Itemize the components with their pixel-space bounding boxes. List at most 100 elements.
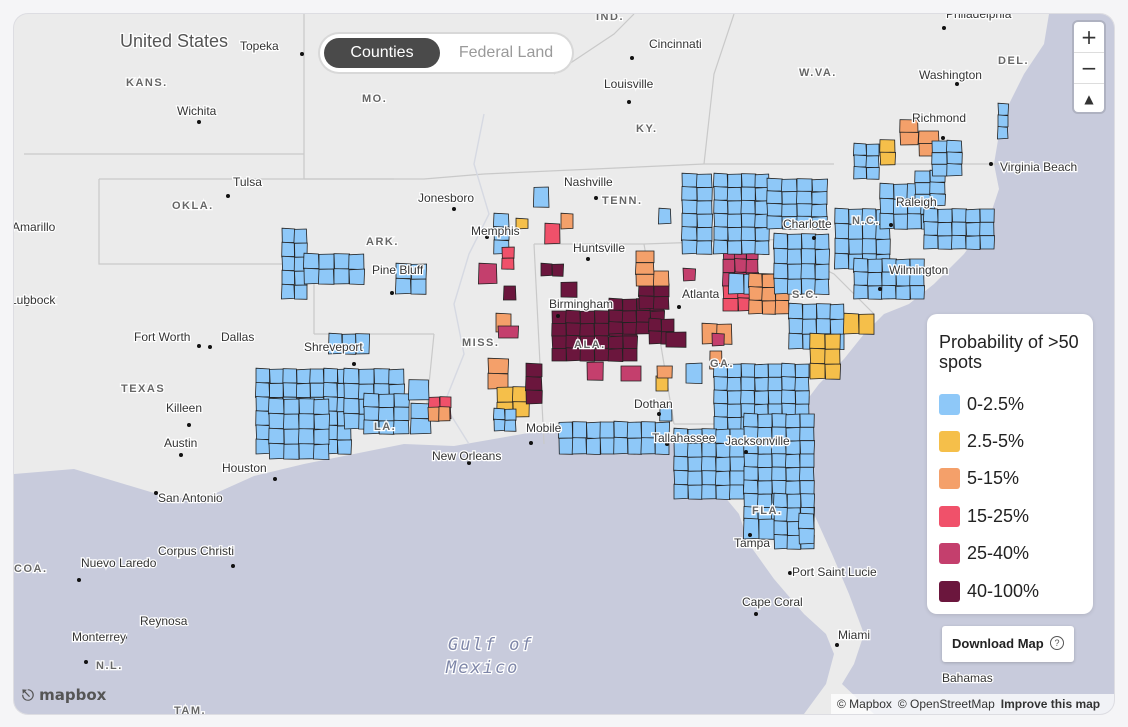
county[interactable] xyxy=(895,285,911,301)
county[interactable] xyxy=(620,365,642,382)
county[interactable] xyxy=(571,437,587,455)
county[interactable] xyxy=(294,284,308,300)
county[interactable] xyxy=(946,163,963,177)
county[interactable] xyxy=(780,362,796,378)
county[interactable] xyxy=(551,323,567,337)
county[interactable] xyxy=(787,302,804,320)
county[interactable] xyxy=(362,392,380,408)
county[interactable] xyxy=(767,376,783,392)
county[interactable] xyxy=(824,348,841,365)
county[interactable] xyxy=(795,190,813,205)
county[interactable] xyxy=(936,221,953,237)
county[interactable] xyxy=(296,382,311,399)
county[interactable] xyxy=(647,317,662,332)
county[interactable] xyxy=(766,202,784,217)
county[interactable] xyxy=(743,452,760,468)
county[interactable] xyxy=(661,318,675,333)
county[interactable] xyxy=(771,426,787,442)
county[interactable] xyxy=(741,213,756,228)
county[interactable] xyxy=(781,191,798,205)
county[interactable] xyxy=(551,348,567,362)
county[interactable] xyxy=(853,166,867,180)
county[interactable] xyxy=(502,285,517,301)
county[interactable] xyxy=(696,186,713,202)
county[interactable] xyxy=(814,248,831,266)
county[interactable] xyxy=(713,389,728,405)
county[interactable] xyxy=(931,140,948,154)
county[interactable] xyxy=(373,368,391,385)
county[interactable] xyxy=(796,203,813,217)
county[interactable] xyxy=(635,321,651,335)
county[interactable] xyxy=(377,406,395,422)
county[interactable] xyxy=(848,238,864,255)
layer-toggle[interactable]: Counties Federal Land xyxy=(320,34,572,72)
county[interactable] xyxy=(745,258,759,274)
county[interactable] xyxy=(681,199,699,215)
county[interactable] xyxy=(879,197,895,215)
county[interactable] xyxy=(786,493,802,509)
county[interactable] xyxy=(551,335,568,349)
county[interactable] xyxy=(696,200,713,215)
county[interactable] xyxy=(743,466,759,482)
county[interactable] xyxy=(726,403,742,419)
county[interactable] xyxy=(794,376,810,392)
county[interactable] xyxy=(781,203,798,218)
county[interactable] xyxy=(333,268,350,285)
county[interactable] xyxy=(729,456,746,472)
county[interactable] xyxy=(866,143,880,157)
county[interactable] xyxy=(652,296,670,310)
county[interactable] xyxy=(504,408,517,421)
county[interactable] xyxy=(409,417,432,435)
county[interactable] xyxy=(410,278,427,295)
county[interactable] xyxy=(565,309,581,324)
county[interactable] xyxy=(773,262,789,280)
county[interactable] xyxy=(740,226,756,242)
county[interactable] xyxy=(879,151,897,166)
county[interactable] xyxy=(594,310,610,324)
county[interactable] xyxy=(722,298,739,312)
county[interactable] xyxy=(298,443,315,460)
county[interactable] xyxy=(313,398,330,416)
county[interactable] xyxy=(834,207,850,225)
county[interactable] xyxy=(799,440,816,455)
county[interactable] xyxy=(255,410,270,427)
county[interactable] xyxy=(784,453,801,469)
county[interactable] xyxy=(341,333,357,355)
county[interactable] xyxy=(701,442,717,458)
county[interactable] xyxy=(586,361,604,381)
county[interactable] xyxy=(914,193,931,207)
county[interactable] xyxy=(283,428,300,445)
county[interactable] xyxy=(814,278,830,296)
county[interactable] xyxy=(810,203,828,218)
county[interactable] xyxy=(879,139,896,153)
county[interactable] xyxy=(701,484,717,500)
county[interactable] xyxy=(501,246,515,259)
county[interactable] xyxy=(427,406,441,422)
county[interactable] xyxy=(711,332,725,347)
county[interactable] xyxy=(795,363,810,379)
zoom-in-button[interactable]: + xyxy=(1074,22,1104,53)
county[interactable] xyxy=(979,208,995,223)
county[interactable] xyxy=(309,368,325,384)
county[interactable] xyxy=(829,303,845,321)
county[interactable] xyxy=(635,273,655,287)
county[interactable] xyxy=(757,413,773,429)
county[interactable] xyxy=(613,420,629,439)
county[interactable] xyxy=(965,208,981,224)
county[interactable] xyxy=(280,283,295,300)
county[interactable] xyxy=(761,286,777,302)
county[interactable] xyxy=(343,412,361,430)
county[interactable] xyxy=(950,234,967,250)
county[interactable] xyxy=(734,258,748,274)
county[interactable] xyxy=(586,437,601,456)
county[interactable] xyxy=(740,389,756,405)
county[interactable] xyxy=(748,286,764,302)
county[interactable] xyxy=(742,479,759,495)
county[interactable] xyxy=(785,466,801,482)
county[interactable] xyxy=(302,252,320,270)
county[interactable] xyxy=(303,267,320,285)
county[interactable] xyxy=(487,372,509,390)
county[interactable] xyxy=(754,240,770,256)
county[interactable] xyxy=(281,255,296,272)
county[interactable] xyxy=(727,240,742,255)
